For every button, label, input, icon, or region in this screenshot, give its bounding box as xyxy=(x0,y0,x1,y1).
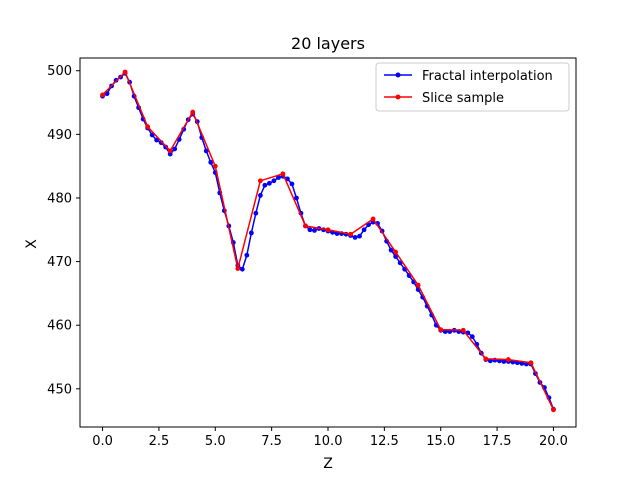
y-tick-label: 500 xyxy=(47,64,72,79)
data-point-slice-sample xyxy=(348,231,353,237)
y-tick-label: 470 xyxy=(47,255,72,270)
data-point-fractal-interpolation xyxy=(253,210,259,216)
data-point-fractal-interpolation xyxy=(172,146,178,152)
data-point-fractal-interpolation xyxy=(239,266,245,272)
y-axis-label: X xyxy=(24,239,40,249)
data-point-fractal-interpolation xyxy=(271,178,277,184)
y-tick-label: 490 xyxy=(47,128,72,143)
data-point-slice-sample xyxy=(280,171,286,177)
y-tick-label: 450 xyxy=(47,382,72,397)
x-tick-label: 5.0 xyxy=(205,434,226,449)
x-tick-label: 0.0 xyxy=(92,434,113,449)
data-point-fractal-interpolation xyxy=(203,148,209,154)
data-point-slice-sample xyxy=(303,223,308,229)
data-point-fractal-interpolation xyxy=(352,235,358,240)
data-point-fractal-interpolation xyxy=(262,182,268,188)
data-point-fractal-interpolation xyxy=(469,334,475,340)
data-point-fractal-interpolation xyxy=(312,228,317,233)
x-tick-label: 7.5 xyxy=(261,434,282,449)
legend-label-slice: Slice sample xyxy=(422,91,504,106)
x-tick-label: 10.0 xyxy=(314,434,343,449)
data-point-slice-sample xyxy=(483,356,489,362)
data-point-slice-sample xyxy=(528,360,534,366)
x-tick-label: 2.5 xyxy=(149,434,170,449)
y-tick-label: 460 xyxy=(47,319,72,334)
data-point-fractal-interpolation xyxy=(294,195,299,201)
data-point-slice-sample xyxy=(145,124,151,130)
data-point-fractal-interpolation xyxy=(388,247,394,253)
legend-swatch-slice-marker xyxy=(395,94,401,100)
data-point-fractal-interpolation xyxy=(248,230,254,236)
data-point-fractal-interpolation xyxy=(361,227,367,233)
data-point-fractal-interpolation xyxy=(208,159,214,165)
data-point-fractal-interpolation xyxy=(266,180,272,186)
data-point-slice-sample xyxy=(370,216,376,222)
legend-box xyxy=(375,62,570,112)
data-point-slice-sample xyxy=(190,109,196,115)
data-point-slice-sample xyxy=(460,327,466,333)
data-point-slice-sample xyxy=(100,92,105,98)
data-point-slice-sample xyxy=(257,178,263,184)
x-tick-label: 20.0 xyxy=(539,434,568,449)
data-point-fractal-interpolation xyxy=(289,181,295,187)
data-point-fractal-interpolation xyxy=(257,193,263,198)
data-point-slice-sample xyxy=(393,249,399,255)
data-point-slice-sample xyxy=(505,357,511,362)
data-point-slice-sample xyxy=(122,69,128,75)
data-point-fractal-interpolation xyxy=(307,227,313,233)
data-point-fractal-interpolation xyxy=(154,137,160,143)
legend-swatch-fractal-marker xyxy=(395,72,401,78)
data-point-fractal-interpolation xyxy=(393,254,399,259)
plot-background xyxy=(80,58,576,427)
x-tick-label: 15.0 xyxy=(426,434,455,449)
data-point-fractal-interpolation xyxy=(501,359,507,364)
x-axis-label: Z xyxy=(323,456,333,472)
plot-area xyxy=(79,57,577,428)
data-point-slice-sample xyxy=(415,282,421,288)
legend-label-fractal: Fractal interpolation xyxy=(422,69,553,84)
data-point-slice-sample xyxy=(235,266,241,271)
y-tick-label: 480 xyxy=(47,191,72,206)
y-axis: 450 460 470 480 490 500 xyxy=(47,64,80,397)
data-point-slice-sample xyxy=(167,148,173,154)
data-point-slice-sample xyxy=(212,163,218,169)
data-point-fractal-interpolation xyxy=(244,252,250,258)
data-point-slice-sample xyxy=(438,327,444,333)
data-point-slice-sample xyxy=(551,407,556,413)
legend: Fractal interpolation Slice sample xyxy=(375,62,570,112)
data-point-fractal-interpolation xyxy=(357,233,362,239)
data-point-fractal-interpolation xyxy=(276,175,281,181)
x-axis: 0.0 2.5 5.0 7.5 10.0 12.5 15.0 17.5 20.0 xyxy=(92,427,568,449)
chart-title: 20 layers xyxy=(291,34,365,53)
x-tick-label: 17.5 xyxy=(483,434,512,449)
x-tick-label: 12.5 xyxy=(370,434,399,449)
data-point-slice-sample xyxy=(325,227,331,233)
